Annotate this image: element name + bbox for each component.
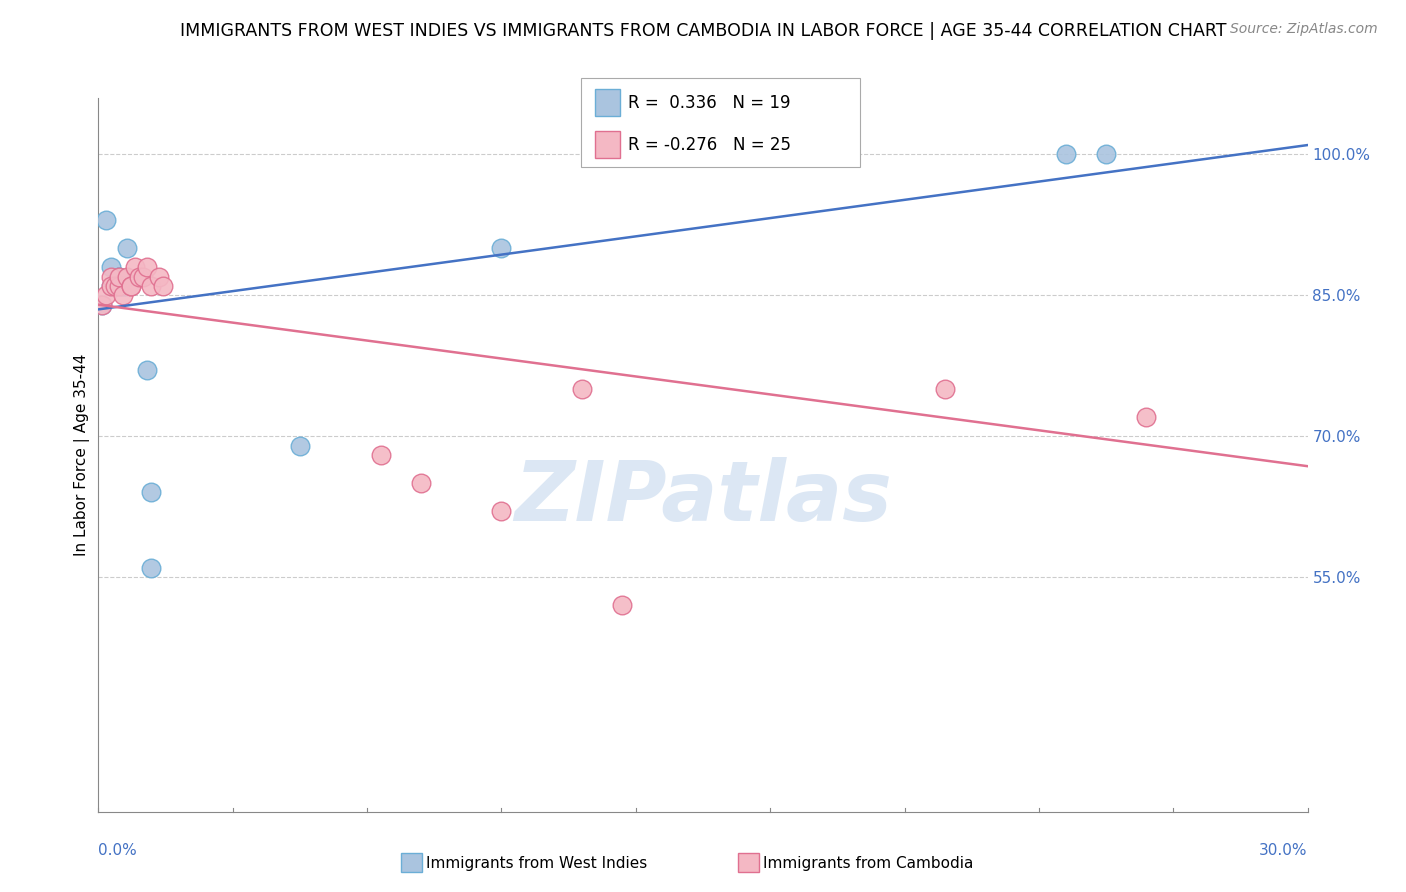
Point (148, 269, 170, 284)
Point (100, 269, 122, 284)
Point (612, 598, 634, 612)
Point (288, 438, 311, 452)
Point (1135, 410, 1157, 425)
Point (111, 288, 134, 302)
Point (107, 269, 129, 284)
Y-axis label: In Labor Force | Age 35-44: In Labor Force | Age 35-44 (75, 354, 90, 556)
Point (103, 279, 125, 293)
Text: R =  0.336   N = 19: R = 0.336 N = 19 (628, 94, 792, 112)
Point (111, 279, 134, 293)
Point (91, 298, 114, 312)
Point (491, 504, 513, 518)
Text: R = -0.276   N = 25: R = -0.276 N = 25 (628, 136, 792, 153)
Point (120, 279, 142, 293)
Point (139, 279, 162, 293)
Point (1054, 147, 1077, 161)
Point (100, 260, 122, 274)
Point (135, 363, 157, 377)
Point (111, 279, 134, 293)
Point (107, 269, 129, 284)
Text: ZIPatlas: ZIPatlas (515, 458, 891, 538)
Point (107, 279, 129, 293)
Point (139, 560, 162, 574)
Point (103, 279, 125, 293)
Point (370, 448, 392, 462)
Point (120, 279, 142, 293)
Point (124, 260, 146, 274)
Point (100, 279, 122, 293)
Point (139, 485, 162, 500)
Point (132, 269, 155, 284)
Text: Immigrants from Cambodia: Immigrants from Cambodia (763, 856, 974, 871)
Point (115, 279, 138, 293)
Text: 30.0%: 30.0% (1260, 843, 1308, 858)
Point (409, 476, 432, 491)
Point (107, 279, 129, 293)
Point (91, 298, 114, 312)
Text: Source: ZipAtlas.com: Source: ZipAtlas.com (1230, 22, 1378, 37)
Point (135, 260, 157, 274)
Point (115, 241, 138, 255)
Point (152, 279, 174, 293)
Text: 0.0%: 0.0% (98, 843, 138, 858)
Point (115, 269, 138, 284)
Text: Immigrants from West Indies: Immigrants from West Indies (426, 856, 647, 871)
Point (107, 269, 129, 284)
Point (1095, 147, 1118, 161)
Point (100, 279, 122, 293)
Text: IMMIGRANTS FROM WEST INDIES VS IMMIGRANTS FROM CAMBODIA IN LABOR FORCE | AGE 35-: IMMIGRANTS FROM WEST INDIES VS IMMIGRANT… (180, 22, 1226, 40)
Point (491, 241, 513, 255)
Point (934, 382, 956, 396)
Point (571, 382, 593, 396)
Point (96, 213, 118, 227)
Point (128, 269, 150, 284)
Point (96, 288, 118, 302)
